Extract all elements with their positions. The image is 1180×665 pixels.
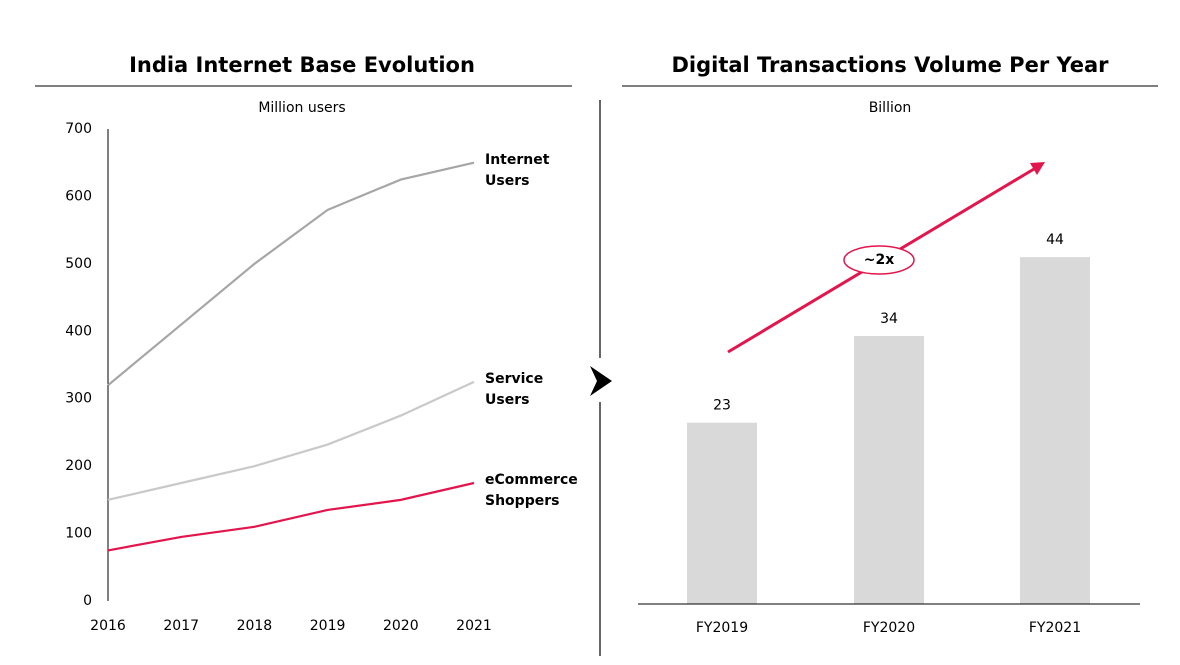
x-tick-label: 2016 (90, 618, 126, 634)
x-tick-label: 2020 (383, 618, 419, 634)
y-tick-label: 500 (65, 256, 92, 272)
series-label: eCommerce Shoppers (485, 472, 578, 509)
x-tick-label: 2019 (310, 618, 346, 634)
x-tick-label: 2018 (237, 618, 273, 634)
chevron (590, 366, 612, 396)
chart-subtitle: Million users (258, 100, 345, 116)
y-tick-label: 100 (65, 526, 92, 542)
y-tick-label: 600 (65, 188, 92, 204)
series-line (107, 481, 475, 552)
x-tick-label: FY2021 (1029, 620, 1081, 636)
chart-subtitle: Billion (869, 100, 912, 116)
series-label: Service Users (485, 370, 544, 408)
x-tick-label: 2017 (163, 618, 199, 634)
y-tick-label: 400 (65, 323, 92, 339)
y-tick-label: 300 (65, 391, 92, 407)
series-label: Internet Users (485, 151, 550, 189)
x-tick-label: 2021 (456, 618, 492, 634)
y-tick-label: 700 (65, 121, 92, 137)
chart-title: Digital Transactions Volume Per Year (671, 53, 1109, 77)
bar (854, 335, 924, 604)
value-label: 23 (713, 398, 731, 414)
value-label: 44 (1046, 232, 1064, 248)
series-line (107, 161, 475, 387)
series-line (107, 380, 475, 501)
y-tick-label: 0 (83, 593, 92, 609)
annotation: ~2x (864, 252, 895, 268)
chart-title: India Internet Base Evolution (129, 53, 475, 77)
bar (1020, 257, 1090, 604)
x-tick-label: FY2019 (696, 620, 748, 636)
arrow-head (1030, 162, 1045, 175)
y-tick-label: 200 (65, 458, 92, 474)
bar (687, 422, 757, 604)
value-label: 34 (880, 311, 898, 327)
annotation-bubble (843, 245, 915, 275)
x-tick-label: FY2020 (863, 620, 915, 636)
